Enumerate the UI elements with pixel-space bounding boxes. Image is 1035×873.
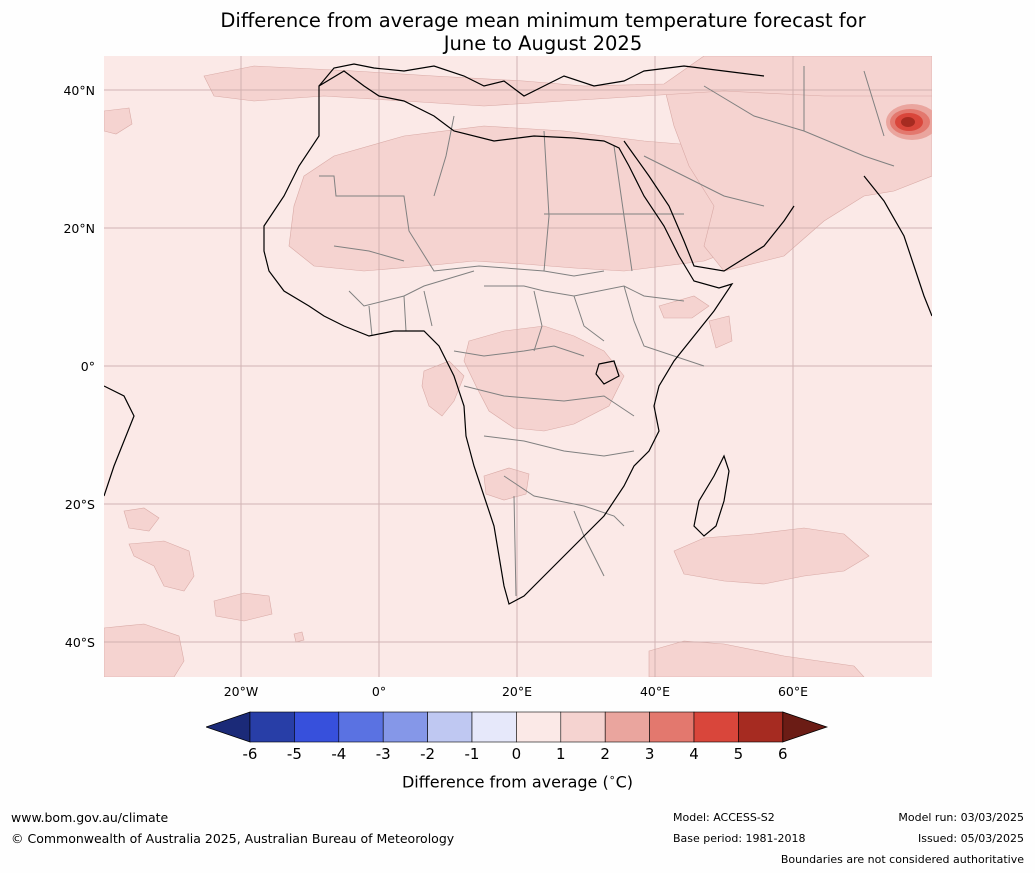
colorbar-extend-high [782, 711, 829, 743]
colorbar-tick-label: 2 [600, 745, 610, 763]
anomaly-1-2-regions [104, 56, 932, 677]
colorbar-extend-low [206, 711, 251, 743]
map-title-line1: Difference from average mean minimum tem… [220, 9, 866, 32]
colorbar-tick-label: 0 [511, 745, 522, 763]
colorbar-segment [604, 711, 650, 743]
lon-label-20e: 20°E [501, 684, 533, 699]
colorbar-tick-label: 5 [733, 745, 744, 763]
colorbar [206, 711, 829, 743]
colorbar-segment [738, 711, 784, 743]
colorbar-tick-label: -5 [286, 745, 302, 763]
colorbar-segment [249, 711, 295, 743]
colorbar-segment [649, 711, 695, 743]
lon-label-20w: 20°W [223, 684, 259, 699]
colorbar-segment [693, 711, 739, 743]
footer-copyright: © Commonwealth of Australia 2025, Austra… [11, 831, 455, 846]
colorbar-segment [560, 711, 606, 743]
colorbar-tick-label: -4 [331, 745, 347, 763]
hotspot-anomaly [886, 104, 932, 140]
lon-label-60e: 60°E [777, 684, 809, 699]
gridlines [104, 56, 932, 677]
lat-label-40s: 40°S [64, 635, 95, 650]
colorbar-tick-label: -2 [420, 745, 436, 763]
country-borders [319, 66, 895, 597]
lat-label-20s: 20°S [64, 497, 95, 512]
map-title-line2: June to August 2025 [443, 32, 643, 55]
colorbar-tick-label: -3 [375, 745, 391, 763]
colorbar-segment [516, 711, 562, 743]
colorbar-label-text: Difference from average ( [401, 772, 609, 792]
lat-label-40n: 40°N [63, 83, 95, 98]
lon-label-40e: 40°E [639, 684, 671, 699]
colorbar-segment [471, 711, 517, 743]
colorbar-label-unit: C) [615, 772, 634, 792]
colorbar-segment [338, 711, 384, 743]
lat-label-20n: 20°N [63, 221, 95, 236]
colorbar-label: Difference from average (∘C) [0, 771, 1035, 791]
colorbar-segment [294, 711, 340, 743]
footer-website: www.bom.gov.au/climate [11, 810, 169, 825]
colorbar-tick-label: -1 [464, 745, 480, 763]
footer-issued: Issued: 05/03/2025 [917, 832, 1024, 845]
colorbar-tick-label: 1 [556, 745, 566, 763]
lat-label-0: 0° [80, 359, 95, 374]
colorbar-segment [427, 711, 473, 743]
coastlines [104, 63, 932, 605]
colorbar-tick-label: -6 [242, 745, 258, 763]
colorbar-segment [382, 711, 428, 743]
colorbar-tick-label: 6 [778, 745, 788, 763]
colorbar-label-degree: ∘ [608, 771, 616, 784]
footer-base-period: Base period: 1981-2018 [673, 832, 806, 845]
lon-label-0: 0° [371, 684, 387, 699]
forecast-map [104, 56, 932, 677]
footer-disclaimer: Boundaries are not considered authoritat… [780, 853, 1024, 866]
footer-model: Model: ACCESS-S2 [673, 811, 775, 824]
colorbar-tick-label: 3 [644, 745, 655, 763]
colorbar-tick-label: 4 [689, 745, 699, 763]
footer-model-run: Model run: 03/03/2025 [898, 811, 1024, 824]
